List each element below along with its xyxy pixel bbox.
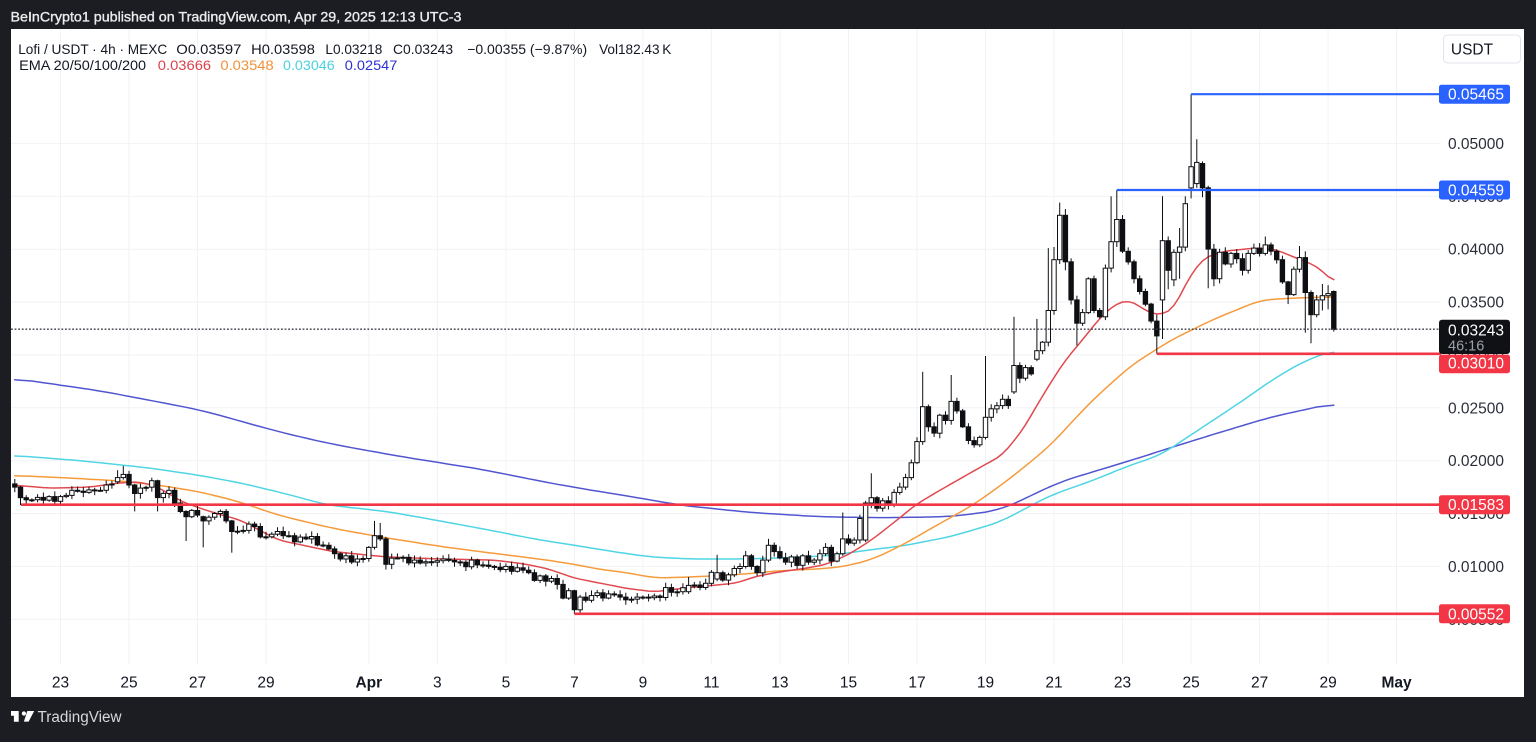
svg-text:17: 17	[908, 675, 925, 692]
svg-text:0.01583: 0.01583	[1448, 497, 1504, 514]
svg-text:May: May	[1382, 675, 1413, 692]
svg-text:23: 23	[52, 675, 69, 692]
svg-text:0.01000: 0.01000	[1448, 559, 1504, 576]
svg-text:0.04559: 0.04559	[1448, 183, 1504, 200]
svg-text:5: 5	[502, 675, 511, 692]
svg-text:29: 29	[1319, 675, 1336, 692]
svg-text:21: 21	[1045, 675, 1062, 692]
svg-text:27: 27	[1251, 675, 1268, 692]
svg-text:7: 7	[570, 675, 579, 692]
svg-text:Apr: Apr	[355, 675, 382, 692]
svg-text:0.03500: 0.03500	[1448, 295, 1504, 312]
svg-text:27: 27	[189, 675, 206, 692]
svg-text:0.03243: 0.03243	[1448, 323, 1504, 340]
svg-text:19: 19	[977, 675, 994, 692]
svg-text:15: 15	[840, 675, 857, 692]
svg-text:23: 23	[1114, 675, 1131, 692]
svg-text:0.05000: 0.05000	[1448, 136, 1504, 153]
svg-text:29: 29	[257, 675, 274, 692]
svg-text:13: 13	[771, 675, 788, 692]
svg-text:11: 11	[703, 675, 719, 692]
svg-text:USDT: USDT	[1451, 42, 1494, 59]
svg-text:0.02500: 0.02500	[1448, 400, 1504, 417]
svg-text:0.00552: 0.00552	[1448, 606, 1504, 623]
svg-text:3: 3	[433, 675, 442, 692]
svg-text:0.05465: 0.05465	[1448, 87, 1504, 104]
svg-text:0.03010: 0.03010	[1448, 356, 1504, 373]
svg-text:9: 9	[639, 675, 648, 692]
svg-text:TradingView: TradingView	[38, 709, 123, 726]
svg-text:46:16: 46:16	[1448, 339, 1484, 355]
svg-text:25: 25	[120, 675, 137, 692]
svg-text:BeInCrypto1 published on Tradi: BeInCrypto1 published on TradingView.com…	[11, 9, 462, 25]
svg-text:0.04000: 0.04000	[1448, 242, 1504, 259]
svg-text:0.02000: 0.02000	[1448, 453, 1504, 470]
svg-text:25: 25	[1182, 675, 1199, 692]
